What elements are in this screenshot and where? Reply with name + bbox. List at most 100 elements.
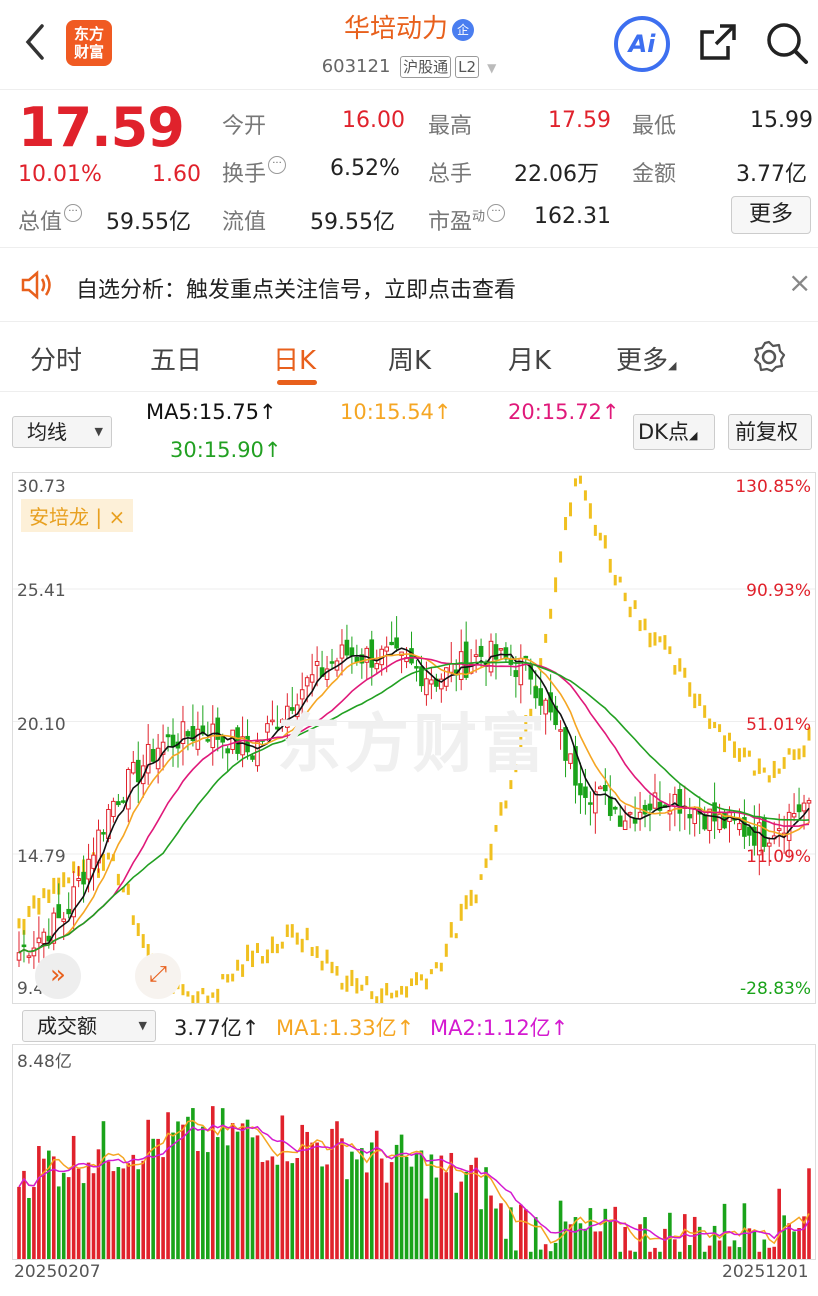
- compare-bar: [315, 946, 319, 958]
- candle-body: [791, 812, 797, 818]
- candle-body: [533, 686, 539, 699]
- close-icon[interactable]: ×: [788, 266, 812, 299]
- volume-bar: [663, 1228, 667, 1259]
- settings-gear-icon[interactable]: [752, 340, 786, 374]
- tab-more[interactable]: 更多◢: [616, 340, 676, 377]
- volume-bar: [687, 1245, 692, 1259]
- ma-selector[interactable]: 均线 ▼: [12, 416, 112, 448]
- compare-bar: [111, 854, 115, 862]
- compare-bar: [236, 959, 240, 971]
- candle-body: [478, 645, 484, 657]
- compare-bar: [17, 918, 21, 929]
- compare-bar: [365, 976, 369, 986]
- volume-bar: [533, 1217, 538, 1259]
- compare-bar: [529, 708, 533, 719]
- pct-axis-label-top: 130.85%: [735, 477, 811, 497]
- compare-bar: [802, 745, 806, 758]
- volume-bar: [727, 1246, 732, 1259]
- info-dots-icon[interactable]: ···: [268, 156, 287, 174]
- volume-bar: [76, 1168, 81, 1259]
- ai-assistant-button[interactable]: Ai: [614, 16, 670, 72]
- candle-body: [647, 803, 653, 811]
- volume-bar: [22, 1170, 26, 1259]
- tab-five-day[interactable]: 五日: [150, 346, 203, 376]
- search-button[interactable]: [764, 20, 810, 66]
- candle-body: [448, 663, 454, 673]
- volume-bar: [196, 1151, 200, 1259]
- compare-stock-tag[interactable]: 安培龙 | ×: [21, 499, 134, 532]
- volume-bar: [355, 1159, 359, 1259]
- amount-value: 3.77亿: [736, 162, 807, 187]
- ma20-value: 20:15.72↑: [508, 400, 620, 424]
- compare-bar: [593, 524, 597, 536]
- volume-bar: [479, 1209, 483, 1259]
- volume-bar: [255, 1135, 260, 1259]
- candle-body: [374, 663, 380, 670]
- compare-bar: [628, 606, 632, 618]
- volume-bar: [757, 1251, 762, 1259]
- compare-bar: [723, 735, 727, 753]
- compare-bar: [42, 888, 46, 899]
- candle-body: [737, 823, 742, 831]
- volume-bar: [702, 1251, 707, 1259]
- volume-bar: [210, 1106, 215, 1259]
- stock-subtitle[interactable]: 603121 沪股通 L2 ▼: [0, 56, 818, 78]
- info-dots-icon[interactable]: ···: [487, 204, 506, 222]
- candle-body: [270, 719, 275, 723]
- tab-intraday[interactable]: 分时: [30, 346, 83, 376]
- volume-bar: [201, 1126, 205, 1259]
- fast-forward-icon[interactable]: »: [35, 953, 81, 999]
- candle-body: [439, 678, 444, 690]
- watermark: 东方财富: [277, 708, 549, 782]
- volume-bar: [528, 1251, 533, 1259]
- kline-chart[interactable]: 30.73 25.41 20.10 14.79 9.47 130.85% 90.…: [12, 472, 816, 1010]
- candle-body: [523, 655, 529, 659]
- compare-bar: [32, 895, 36, 909]
- volume-bar: [325, 1164, 329, 1259]
- expand-icon[interactable]: ⤢: [135, 953, 181, 999]
- compare-bar: [777, 768, 781, 774]
- compare-bar: [191, 995, 195, 1010]
- compare-bar: [782, 757, 786, 769]
- compare-bar: [673, 665, 677, 675]
- volume-selector[interactable]: 成交额 ▼: [22, 1010, 156, 1042]
- volume-ma2: MA2:1.12亿↑: [430, 1016, 569, 1040]
- back-button[interactable]: [22, 22, 48, 69]
- adjust-button[interactable]: 前复权: [728, 414, 812, 450]
- volume-bar: [379, 1158, 384, 1259]
- compare-bar: [400, 985, 404, 995]
- candle-body: [190, 726, 196, 742]
- notice-text: 自选分析：触发重点关注信号，立即点击查看: [76, 278, 517, 303]
- compare-bar: [265, 949, 269, 964]
- volume-bar: [300, 1124, 305, 1259]
- compare-bar: [479, 874, 483, 880]
- compare-bar: [464, 895, 468, 910]
- more-quote-button[interactable]: 更多: [731, 196, 811, 234]
- candle-body: [563, 727, 568, 761]
- open-label: 今开: [222, 114, 267, 139]
- dk-point-button[interactable]: DK点◢: [633, 414, 715, 450]
- volume-bar: [91, 1173, 96, 1259]
- volume-bar: [161, 1157, 165, 1259]
- tab-monthly-k[interactable]: 月K: [508, 346, 552, 376]
- tab-daily-k[interactable]: 日K: [273, 346, 317, 376]
- app-logo[interactable]: 东方 财富: [66, 20, 112, 66]
- compare-bar: [141, 934, 145, 948]
- compare-bar: [106, 852, 110, 860]
- compare-bar: [52, 877, 56, 894]
- candle-body: [304, 677, 310, 687]
- volume-bar: [767, 1247, 772, 1259]
- compare-bar: [504, 800, 508, 809]
- volume-bar: [603, 1208, 608, 1259]
- compare-bar: [270, 936, 274, 954]
- share-button[interactable]: [698, 22, 738, 62]
- info-dots-icon[interactable]: ···: [64, 204, 83, 222]
- candle-body: [116, 801, 121, 806]
- tab-weekly-k[interactable]: 周K: [388, 346, 432, 376]
- volume-bar: [792, 1231, 796, 1259]
- notice-banner[interactable]: 自选分析：触发重点关注信号，立即点击查看 ×: [0, 250, 818, 322]
- compare-bar: [499, 802, 503, 816]
- candle-body: [36, 937, 42, 944]
- volume-chart[interactable]: 8.48亿: [12, 1044, 816, 1260]
- compare-bar: [330, 961, 334, 974]
